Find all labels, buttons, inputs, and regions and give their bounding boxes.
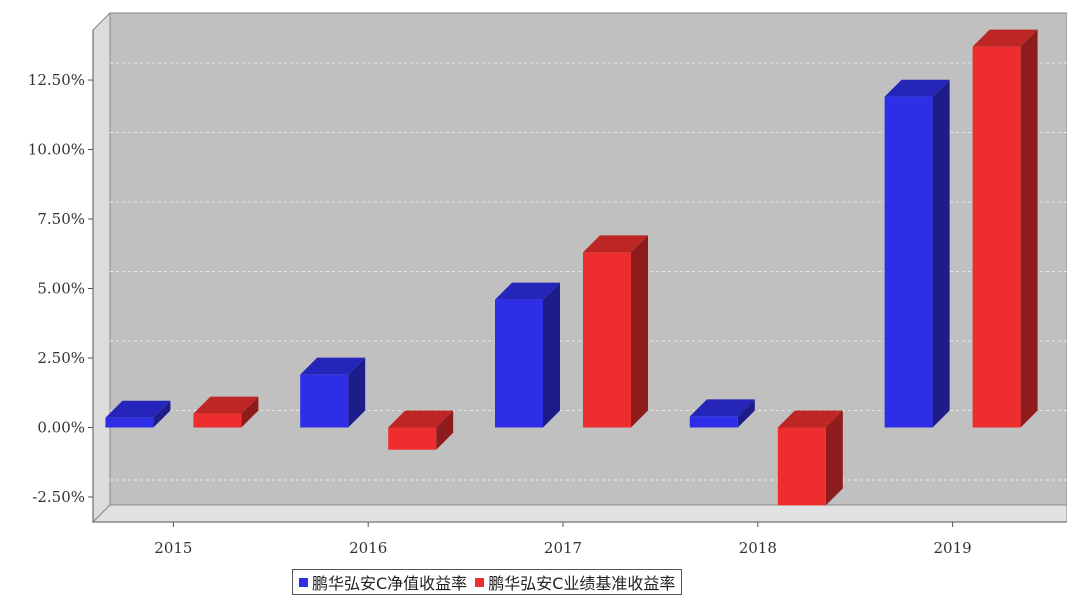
legend-item-series1: 鹏华弘安C净值收益率 [299, 570, 467, 594]
plot-floor [91, 504, 1067, 523]
bar-2019-series2 [972, 29, 1038, 428]
legend-label-series1: 鹏华弘安C净值收益率 [312, 574, 468, 593]
bar-2018-series2 [777, 410, 843, 506]
x-tick-label: 2019 [934, 539, 972, 557]
legend-item-series2: 鹏华弘安C业绩基准收益率 [475, 570, 675, 594]
x-tick-label: 2018 [739, 539, 777, 557]
bar-2017-series2 [583, 235, 648, 428]
plot-side-wall [92, 11, 111, 524]
bar-2017-series1 [495, 282, 560, 428]
legend: 鹏华弘安C净值收益率 鹏华弘安C业绩基准收益率 [292, 569, 683, 595]
bar-2015-series2 [193, 396, 259, 428]
y-tick-label: 2.50% [37, 349, 85, 367]
y-tick-label: -2.50% [32, 488, 85, 506]
bars [105, 29, 1038, 506]
x-tick-label: 2015 [154, 539, 192, 557]
legend-swatch-blue [299, 577, 308, 587]
y-axis-ticks: -2.50% 0.00% 2.50% 5.00% 7.50% 10.00% 12.50% [28, 71, 93, 506]
bar-2015-series1 [105, 400, 171, 428]
bar-2019-series1 [884, 79, 950, 428]
legend-label-series2: 鹏华弘安C业绩基准收益率 [488, 574, 676, 593]
x-tick-label: 2017 [544, 539, 582, 557]
y-tick-label: 7.50% [37, 210, 85, 228]
y-tick-label: 0.00% [37, 418, 85, 436]
bar-2016-series1 [300, 357, 366, 428]
bar-2016-series2 [388, 410, 454, 450]
y-tick-label: 5.00% [37, 280, 85, 298]
bar-2018-series1 [689, 399, 755, 428]
x-tick-label: 2016 [349, 539, 387, 557]
x-axis-ticks: 2015 2016 2017 2018 2019 [154, 522, 972, 557]
legend-swatch-red [475, 577, 485, 587]
y-tick-label: 12.50% [28, 71, 85, 89]
y-tick-label: 10.00% [28, 141, 85, 159]
